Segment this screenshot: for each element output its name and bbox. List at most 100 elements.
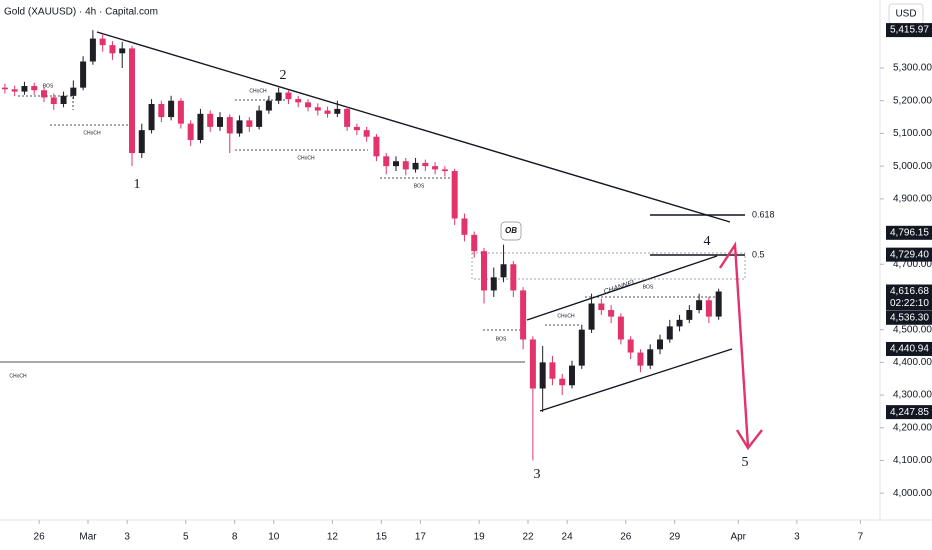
y-tick-label: 4,400.00 — [893, 357, 932, 368]
candle-body — [177, 100, 184, 124]
wave-label: 4 — [704, 234, 711, 249]
candle-body — [11, 89, 18, 92]
candle-body — [80, 61, 87, 88]
candle-body — [569, 365, 575, 386]
candle-body — [1, 87, 8, 90]
candle-body — [324, 110, 331, 114]
ob-zone — [471, 252, 746, 280]
x-tick-label: 12 — [327, 532, 339, 543]
wave-label: 3 — [534, 467, 541, 482]
candle-body — [617, 316, 624, 340]
candle-body — [676, 319, 683, 327]
candle-body — [559, 378, 566, 386]
y-tick-label: 5,000.00 — [893, 161, 932, 172]
y-tick-label: 4,300.00 — [893, 390, 932, 401]
x-tick-label: 17 — [415, 532, 427, 543]
candle-body — [657, 339, 663, 350]
price-label: 4,247.85 — [890, 407, 929, 418]
candle-body — [539, 362, 546, 389]
candle-body — [490, 277, 497, 291]
candle-body — [715, 291, 722, 317]
annotation: BOS — [643, 284, 654, 290]
candle-body — [549, 362, 556, 379]
price-label: 4,536.30 — [890, 312, 929, 323]
price-label-box — [886, 247, 932, 262]
y-tick-label: 4,100.00 — [893, 455, 932, 466]
annotation: OB — [505, 226, 517, 235]
candle-body — [295, 99, 302, 103]
candle-body — [41, 90, 47, 98]
candle-body — [129, 48, 135, 154]
candle-body — [21, 86, 28, 92]
candle-body — [109, 45, 116, 54]
y-tick-label: 5,300.00 — [893, 63, 932, 74]
candle-body — [383, 156, 390, 167]
candle-body — [481, 251, 487, 291]
candle-body — [60, 95, 67, 104]
candle-body — [588, 303, 595, 330]
candle-body — [529, 339, 536, 389]
candle-body — [207, 113, 214, 127]
annotation: CHoCH — [297, 155, 315, 161]
candle-body — [353, 126, 360, 131]
candle-body — [598, 303, 605, 311]
candle-body — [344, 108, 351, 127]
y-tick-label: 4,700.00 — [893, 259, 932, 270]
candle-body — [363, 130, 370, 137]
annotation: CHoCH — [557, 313, 575, 319]
candle-body — [226, 117, 233, 134]
annotation: BOS — [496, 336, 507, 342]
x-tick-label: 15 — [376, 532, 388, 543]
x-tick-label: 10 — [268, 532, 280, 543]
x-tick-label: 5 — [183, 532, 189, 543]
candle-body — [510, 264, 517, 291]
candle-body — [461, 218, 468, 235]
candle-body — [627, 339, 634, 353]
annotation: BOS — [414, 183, 425, 189]
x-tick-label: 8 — [232, 532, 238, 543]
candle-body — [402, 161, 409, 170]
candle-body — [432, 166, 439, 170]
price-label: 4,616.68 — [890, 286, 929, 297]
candles — [1, 30, 722, 461]
price-label: 5,415.97 — [890, 25, 929, 36]
x-tick-label: 22 — [522, 532, 534, 543]
y-tick-label: 5,100.00 — [893, 128, 932, 139]
annotation: CHoCH — [83, 130, 101, 136]
price-label-box — [886, 284, 932, 311]
candle-body — [285, 92, 292, 100]
channel-upper — [526, 255, 718, 321]
price-label-box — [886, 225, 932, 240]
wave-label: 1 — [134, 177, 141, 192]
candle-body — [187, 123, 194, 140]
price-label-box — [886, 341, 932, 356]
x-tick-label: Apr — [730, 532, 746, 543]
price-label: 4,796.15 — [890, 227, 929, 238]
candle-body — [696, 300, 703, 311]
chart-title: Gold (XAUUSD) · 4h · Capital.com — [4, 7, 158, 18]
y-tick-label: 4,000.00 — [893, 488, 932, 499]
x-tick-label: 29 — [669, 532, 681, 543]
candle-body — [148, 104, 155, 131]
y-tick-label: 4,200.00 — [893, 422, 932, 433]
x-tick-label: 26 — [34, 532, 46, 543]
y-tick-label: 4,900.00 — [893, 193, 932, 204]
candle-body — [265, 100, 272, 111]
drawings — [0, 31, 763, 451]
candle-body — [236, 120, 243, 134]
candle-body — [168, 100, 175, 118]
candle-body — [217, 117, 223, 127]
currency-label[interactable]: USD — [895, 9, 916, 20]
candle-body — [119, 48, 126, 54]
y-tick-label: 5,200.00 — [893, 95, 932, 106]
x-tick-label: 26 — [620, 532, 632, 543]
x-tick-label: 3 — [794, 532, 800, 543]
candle-body — [256, 110, 263, 127]
candle-body — [500, 264, 507, 278]
candle-body — [471, 234, 478, 252]
candle-body — [158, 104, 165, 118]
candle-body — [422, 162, 429, 167]
x-tick-label: Mar — [79, 532, 97, 543]
